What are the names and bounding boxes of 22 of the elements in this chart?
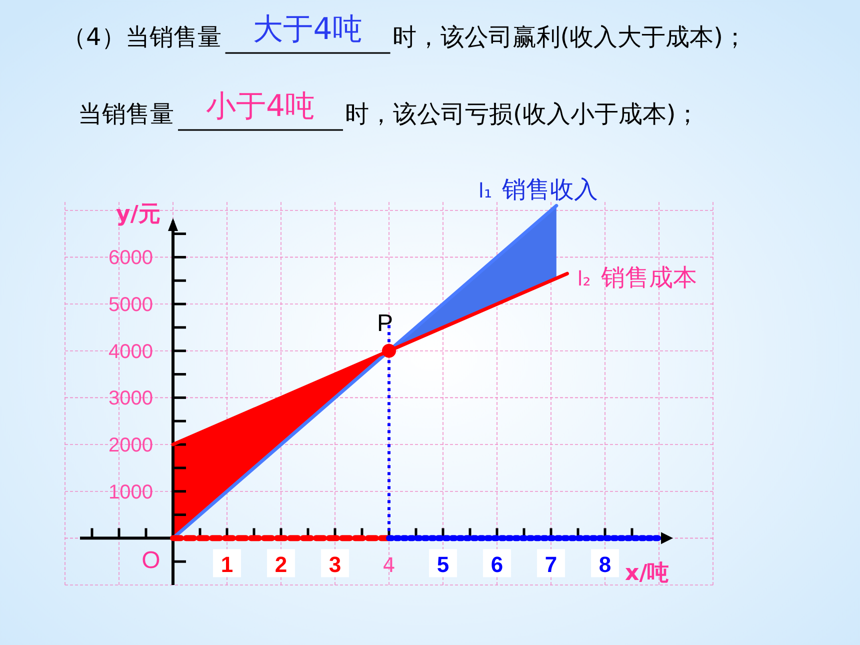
x-tick-label: 7: [544, 552, 558, 578]
y-tick-label: 5000: [108, 294, 153, 316]
text: 当销售量: [78, 100, 174, 128]
y-tick-label: 2000: [108, 434, 153, 457]
text: 时，该公司亏损(收入小于成本)；: [345, 100, 700, 128]
x-tick-label: 8: [598, 552, 612, 578]
text: 大于4吨: [253, 12, 362, 47]
text: 小于4吨: [206, 89, 316, 124]
text: （4）当销售量: [62, 23, 222, 51]
series-label: l₂ 销售成本: [577, 264, 697, 292]
annotation: O: [142, 547, 160, 574]
text: 时，该公司赢利(收入大于成本)；: [392, 23, 748, 51]
x-tick-label: 2: [274, 552, 288, 578]
y-axis-title: y/元: [116, 202, 160, 227]
x-tick-label: 5: [436, 552, 450, 578]
x-tick-label: 6: [490, 552, 504, 578]
x-tick-label: 1: [220, 552, 234, 578]
annotation: P: [376, 310, 394, 337]
x-axis-title: x/吨: [625, 561, 670, 586]
series-label: l₁ 销售收入: [478, 176, 598, 204]
x-tick-label: 4: [382, 553, 396, 578]
x-tick-label: 3: [328, 552, 342, 578]
